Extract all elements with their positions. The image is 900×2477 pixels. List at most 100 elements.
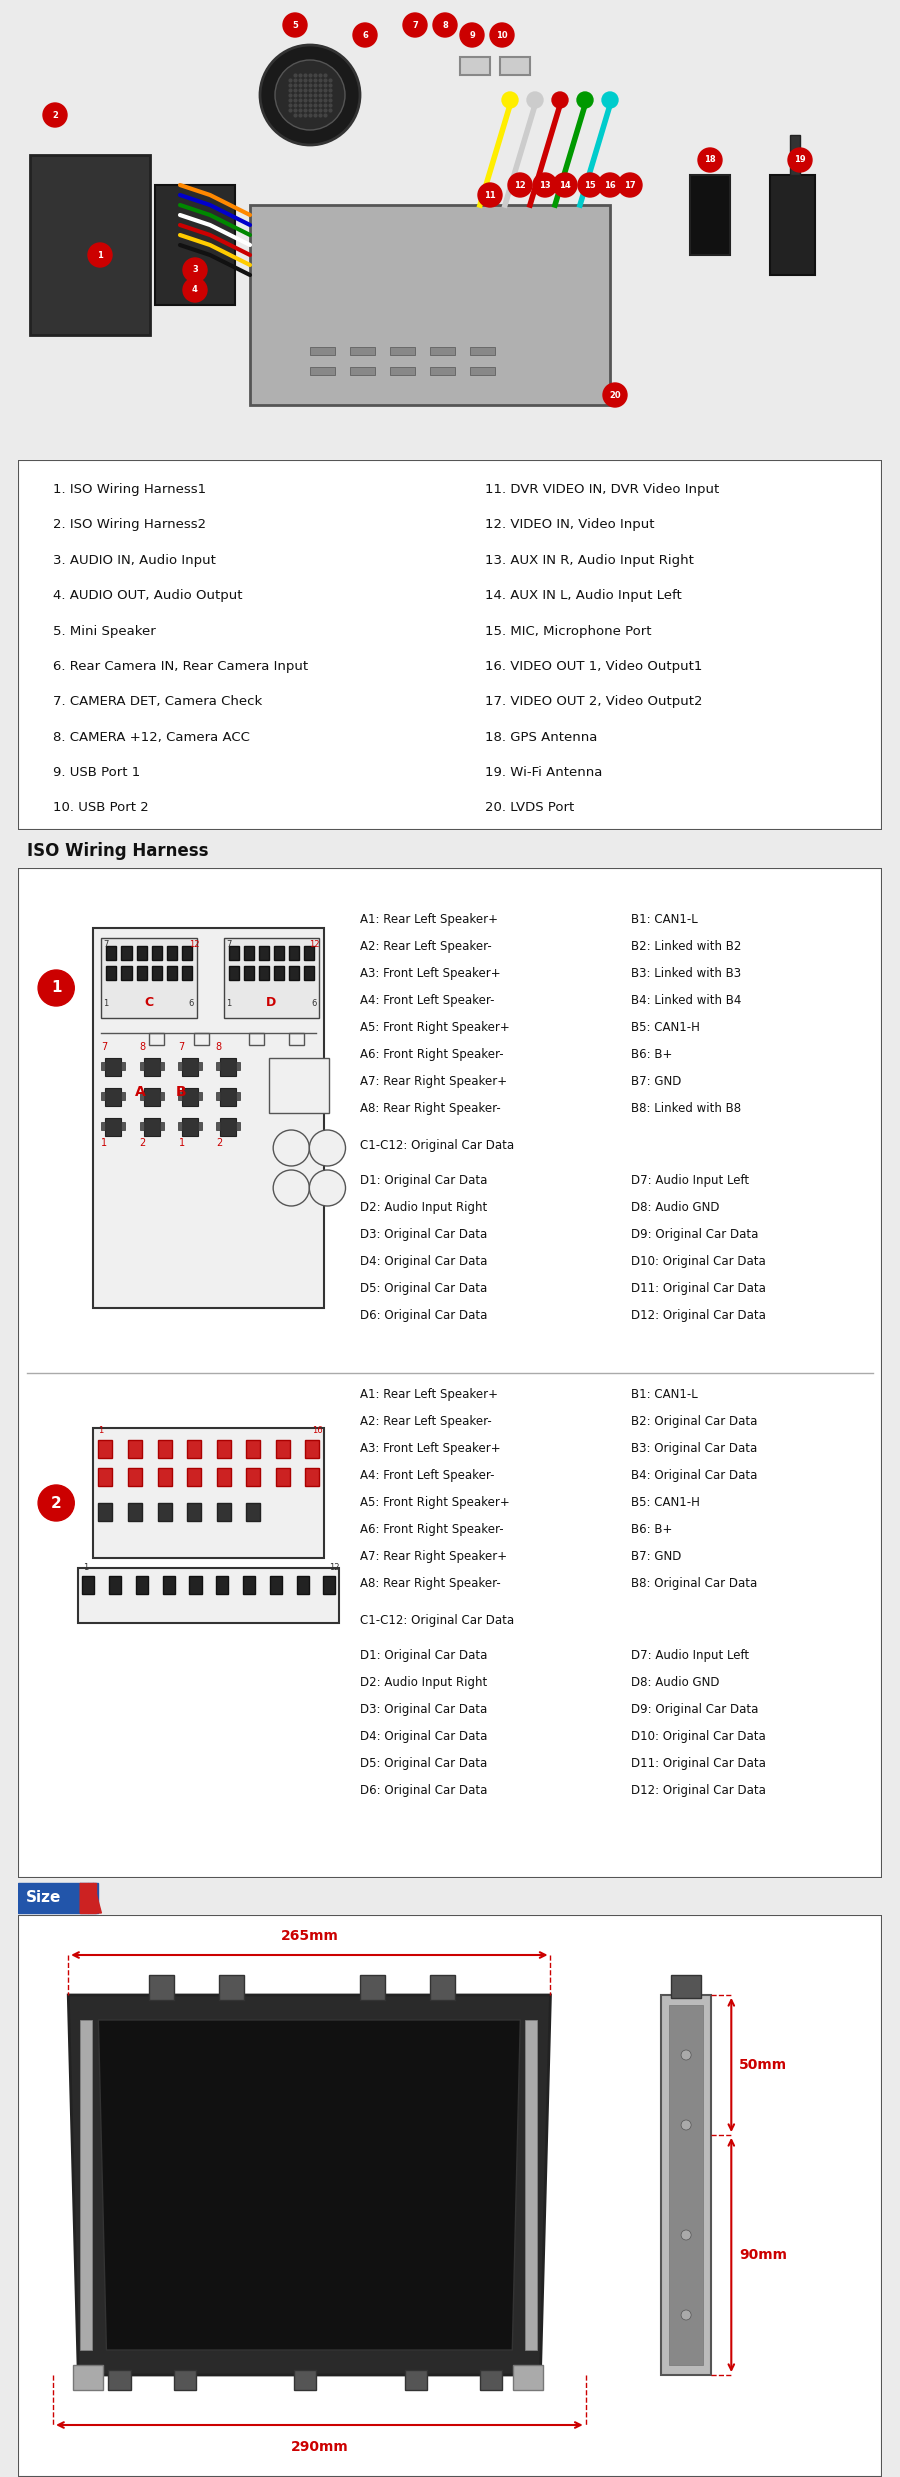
Text: 8: 8 (216, 1043, 222, 1053)
Circle shape (353, 22, 377, 47)
Bar (297, 1575, 309, 1595)
Text: 16: 16 (604, 181, 616, 191)
Bar (144, 1117, 159, 1137)
Circle shape (552, 92, 568, 109)
Text: 7: 7 (104, 939, 109, 949)
Text: 9: 9 (469, 30, 475, 40)
Bar (158, 1439, 172, 1459)
Text: 8. CAMERA +12, Camera ACC: 8. CAMERA +12, Camera ACC (52, 731, 249, 743)
Text: A2: Rear Left Speaker-: A2: Rear Left Speaker- (360, 1414, 491, 1429)
Text: 16. VIDEO OUT 1, Video Output1: 16. VIDEO OUT 1, Video Output1 (484, 659, 702, 674)
Text: D12: Original Car Data: D12: Original Car Data (631, 1783, 766, 1796)
Circle shape (698, 149, 722, 171)
Circle shape (38, 1486, 75, 1521)
Bar (18, 1883, 98, 1912)
Circle shape (788, 149, 812, 171)
Text: B3: Original Car Data: B3: Original Car Data (631, 1442, 757, 1454)
Circle shape (183, 258, 207, 282)
Text: A4: Front Left Speaker-: A4: Front Left Speaker- (360, 993, 494, 1008)
Text: A2: Rear Left Speaker-: A2: Rear Left Speaker- (360, 939, 491, 954)
Bar (137, 946, 147, 961)
Text: 13: 13 (539, 181, 551, 191)
Bar (122, 1092, 125, 1100)
Bar (182, 1117, 198, 1137)
Polygon shape (671, 1974, 701, 1999)
Text: B7: GND: B7: GND (631, 1075, 681, 1087)
Text: 8: 8 (140, 1043, 146, 1053)
Text: C1-C12: Original Car Data: C1-C12: Original Car Data (360, 1139, 514, 1152)
Bar (174, 2370, 196, 2390)
Text: 17: 17 (625, 181, 635, 191)
Bar (274, 966, 284, 981)
Text: 5: 5 (292, 20, 298, 30)
Text: 11. DVR VIDEO IN, DVR Video Input: 11. DVR VIDEO IN, DVR Video Input (484, 483, 719, 495)
Text: B4: Original Car Data: B4: Original Car Data (631, 1469, 757, 1481)
Bar (82, 1575, 94, 1595)
Text: A5: Front Right Speaker+: A5: Front Right Speaker+ (360, 1021, 509, 1033)
Circle shape (577, 92, 593, 109)
Text: 14: 14 (559, 181, 571, 191)
Bar (310, 367, 335, 374)
Polygon shape (80, 1883, 88, 1912)
Bar (102, 1092, 105, 1100)
Bar (159, 1092, 164, 1100)
Bar (102, 1122, 105, 1130)
Bar (198, 1063, 202, 1070)
Bar (250, 206, 610, 406)
Text: B2: Linked with B2: B2: Linked with B2 (631, 939, 742, 954)
Text: 16: 16 (312, 1427, 323, 1434)
Circle shape (433, 12, 457, 37)
Text: 15. MIC, Microphone Port: 15. MIC, Microphone Port (484, 624, 651, 637)
Text: 1: 1 (226, 998, 231, 1008)
Bar (247, 1439, 260, 1459)
Text: 15: 15 (584, 181, 596, 191)
Bar (513, 2366, 544, 2390)
Circle shape (43, 104, 67, 126)
Bar (224, 939, 320, 1018)
Text: 1: 1 (97, 250, 103, 260)
Text: B1: CAN1-L: B1: CAN1-L (631, 914, 698, 926)
Text: 20. LVDS Port: 20. LVDS Port (484, 800, 574, 815)
Bar (304, 946, 314, 961)
Bar (177, 1122, 182, 1130)
Text: 265mm: 265mm (281, 1930, 338, 1942)
Text: 7: 7 (102, 1043, 107, 1053)
Bar (105, 1087, 122, 1107)
Bar (98, 1469, 112, 1486)
Text: D4: Original Car Data: D4: Original Car Data (360, 1256, 487, 1268)
Text: D5: Original Car Data: D5: Original Car Data (360, 1756, 487, 1771)
Bar (216, 1122, 220, 1130)
Bar (166, 946, 176, 961)
Text: 8: 8 (442, 20, 448, 30)
Bar (236, 1063, 240, 1070)
Text: B1: CAN1-L: B1: CAN1-L (631, 1387, 698, 1402)
Bar (236, 1092, 240, 1100)
Text: 2. ISO Wiring Harness2: 2. ISO Wiring Harness2 (52, 518, 206, 533)
Bar (216, 1575, 229, 1595)
Bar (158, 1504, 172, 1521)
Bar (80, 1883, 88, 1912)
Bar (247, 1504, 260, 1521)
Bar (323, 1575, 336, 1595)
Text: 2: 2 (52, 111, 58, 119)
Bar (217, 1504, 230, 1521)
Text: C: C (144, 996, 153, 1011)
Text: 17. VIDEO OUT 2, Video Output2: 17. VIDEO OUT 2, Video Output2 (484, 696, 702, 708)
Bar (94, 1429, 324, 1558)
Text: 12: 12 (329, 1563, 340, 1573)
Bar (140, 1092, 144, 1100)
Bar (144, 1058, 159, 1075)
Bar (219, 1974, 244, 1999)
Bar (177, 1092, 182, 1100)
Text: A3: Front Left Speaker+: A3: Front Left Speaker+ (360, 1442, 500, 1454)
Bar (187, 1469, 201, 1486)
Bar (182, 1087, 198, 1107)
Circle shape (681, 2229, 691, 2239)
Circle shape (618, 173, 642, 198)
Bar (310, 347, 335, 354)
Bar (108, 2370, 130, 2390)
Bar (305, 1469, 320, 1486)
Text: B8: Linked with B8: B8: Linked with B8 (631, 1102, 741, 1115)
Circle shape (38, 971, 75, 1006)
Bar (470, 347, 495, 354)
